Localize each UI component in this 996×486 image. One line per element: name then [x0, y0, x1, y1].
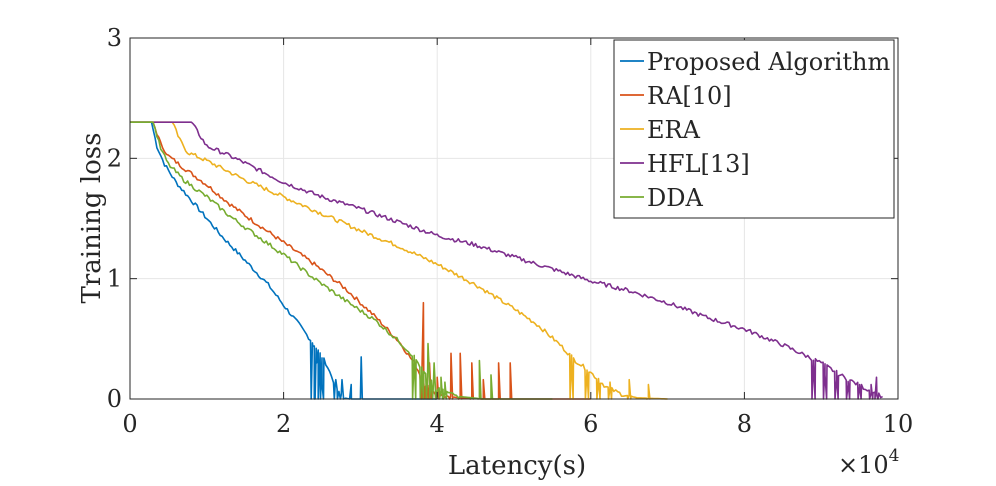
y-tick-label: 2 [107, 144, 122, 172]
y-tick-label: 3 [107, 24, 122, 52]
legend-label: ERA [647, 116, 701, 144]
x-axis-exponent: ×104 [838, 446, 899, 479]
legend-label: Proposed Algorithm [647, 48, 890, 76]
ticks: 0 2 4 6 8 10 0 1 2 3 [107, 24, 914, 438]
legend-box [613, 39, 895, 219]
x-axis-label: Latency(s) [448, 451, 586, 481]
y-tick-label: 1 [107, 265, 122, 293]
x-tick-label: 8 [737, 410, 752, 438]
x-tick-label: 0 [122, 410, 137, 438]
y-tick-label: 0 [107, 385, 122, 413]
x-tick-label: 2 [276, 410, 291, 438]
series-line-3 [130, 121, 883, 400]
x-tick-label: 6 [583, 410, 598, 438]
axes-box [129, 37, 899, 400]
legend-label: RA[10] [647, 82, 732, 110]
x-exponent-power: 4 [889, 446, 900, 466]
y-axis-label: Training loss [77, 133, 107, 304]
legend: Proposed Algorithm RA[10] ERA HFL[13] DDA [613, 39, 895, 219]
legend-label: HFL[13] [647, 150, 750, 178]
series-line-2 [130, 121, 668, 400]
x-tick-label: 10 [883, 410, 914, 438]
x-tick-label: 4 [430, 410, 445, 438]
x-exponent-base: ×10 [838, 451, 889, 479]
legend-label: DDA [647, 184, 703, 212]
